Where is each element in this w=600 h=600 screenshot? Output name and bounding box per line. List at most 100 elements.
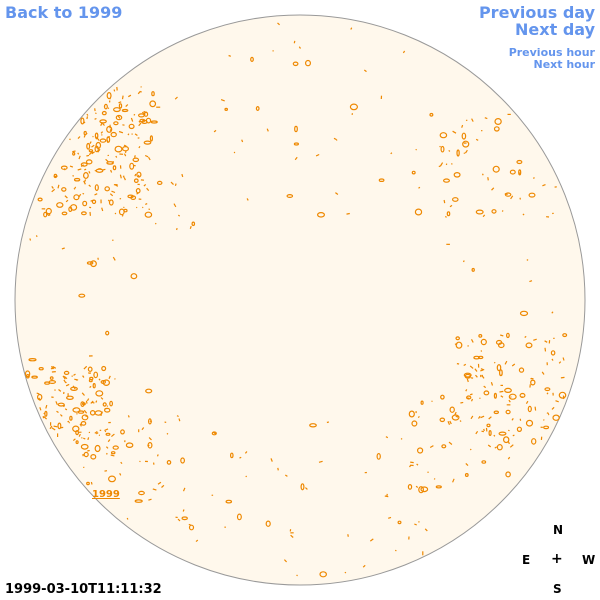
contour-mark [85, 132, 88, 135]
contour-mark [74, 407, 76, 410]
contour-mark [84, 168, 87, 171]
contour-mark [439, 132, 448, 139]
contour-mark [133, 178, 139, 184]
contour-mark [57, 184, 60, 189]
contour-mark [143, 183, 147, 187]
contour-mark [506, 332, 510, 339]
contour-mark [445, 163, 448, 166]
contour-mark [88, 171, 91, 174]
contour-mark [350, 27, 353, 30]
previous-day-link[interactable]: Previous day [478, 3, 595, 22]
contour-mark [429, 445, 434, 449]
contour-mark [499, 369, 503, 377]
contour-mark [101, 207, 104, 212]
contour-mark [25, 373, 30, 379]
contour-mark [504, 360, 508, 365]
contour-mark [469, 448, 472, 451]
contour-mark [491, 209, 497, 214]
contour-mark [298, 46, 301, 49]
contour-mark [134, 173, 137, 177]
contour-mark [266, 128, 269, 132]
contour-mark [95, 400, 98, 403]
contour-mark [83, 437, 86, 440]
contour-mark [225, 499, 233, 504]
contour-mark [518, 367, 525, 373]
contour-mark [121, 108, 129, 113]
contour-mark [80, 164, 84, 167]
contour-mark [43, 412, 45, 415]
contour-mark [127, 415, 130, 418]
contour-mark [107, 107, 110, 110]
contour-mark [38, 367, 44, 371]
contour-mark [82, 172, 89, 180]
contour-mark [81, 437, 83, 439]
contour-mark [43, 415, 48, 420]
contour-mark [146, 187, 150, 191]
contour-mark [224, 107, 229, 112]
contour-mark [110, 131, 117, 138]
contour-mark [464, 149, 468, 154]
contour-mark [250, 56, 254, 63]
contour-mark [239, 456, 242, 459]
contour-mark [87, 366, 93, 372]
contour-mark [461, 124, 464, 128]
contour-mark [105, 446, 109, 449]
contour-mark [103, 103, 108, 110]
contour-mark [72, 425, 80, 433]
contour-mark [480, 338, 487, 346]
contour-mark [480, 369, 484, 372]
contour-mark [65, 383, 70, 387]
back-to-year-link[interactable]: Back to 1999 [5, 3, 123, 22]
contour-mark [156, 454, 159, 457]
contour-mark [86, 113, 89, 116]
contour-mark [93, 371, 99, 379]
contour-mark [147, 418, 152, 425]
contour-mark [80, 117, 85, 125]
next-hour-link[interactable]: Next hour [533, 58, 596, 71]
contour-mark [546, 412, 550, 415]
contour-mark [88, 152, 92, 156]
contour-mark [448, 441, 453, 445]
contour-mark [91, 199, 97, 205]
contour-mark [394, 549, 397, 552]
contour-mark [481, 173, 484, 176]
contour-mark [92, 383, 96, 389]
contour-mark [505, 471, 511, 478]
contour-mark [349, 103, 358, 111]
contour-mark [51, 186, 54, 189]
contour-mark [176, 415, 179, 418]
contour-mark [90, 453, 97, 460]
contour-mark [453, 172, 461, 178]
contour-mark [94, 193, 98, 196]
contour-mark [63, 375, 68, 380]
contour-mark [78, 193, 82, 198]
contour-mark [509, 444, 514, 448]
contour-mark [83, 409, 88, 414]
contour-mark [112, 107, 121, 113]
contour-mark [94, 117, 97, 120]
contour-mark [456, 149, 460, 157]
contour-mark [304, 487, 308, 490]
contour-mark [466, 378, 469, 383]
contour-mark [496, 444, 503, 451]
contour-mark [333, 137, 337, 141]
contour-mark [94, 112, 97, 115]
contour-mark [541, 371, 545, 375]
next-day-link[interactable]: Next day [515, 20, 595, 39]
contour-mark [37, 393, 43, 401]
observation-timestamp: 1999-03-10T11:11:32 [5, 582, 162, 597]
contour-mark [471, 118, 474, 122]
contour-mark [69, 415, 73, 421]
contour-mark [496, 364, 502, 372]
contour-mark [86, 116, 89, 120]
contour-mark [113, 89, 116, 92]
contour-mark [293, 40, 296, 44]
previous-hour-link[interactable]: Previous hour [508, 46, 595, 59]
contour-mark [166, 432, 169, 435]
contour-mark [149, 100, 157, 108]
contour-mark [463, 152, 466, 155]
contour-mark [109, 193, 114, 197]
contour-mark [386, 493, 388, 497]
contour-mark [464, 373, 471, 379]
contour-mark [283, 559, 288, 563]
